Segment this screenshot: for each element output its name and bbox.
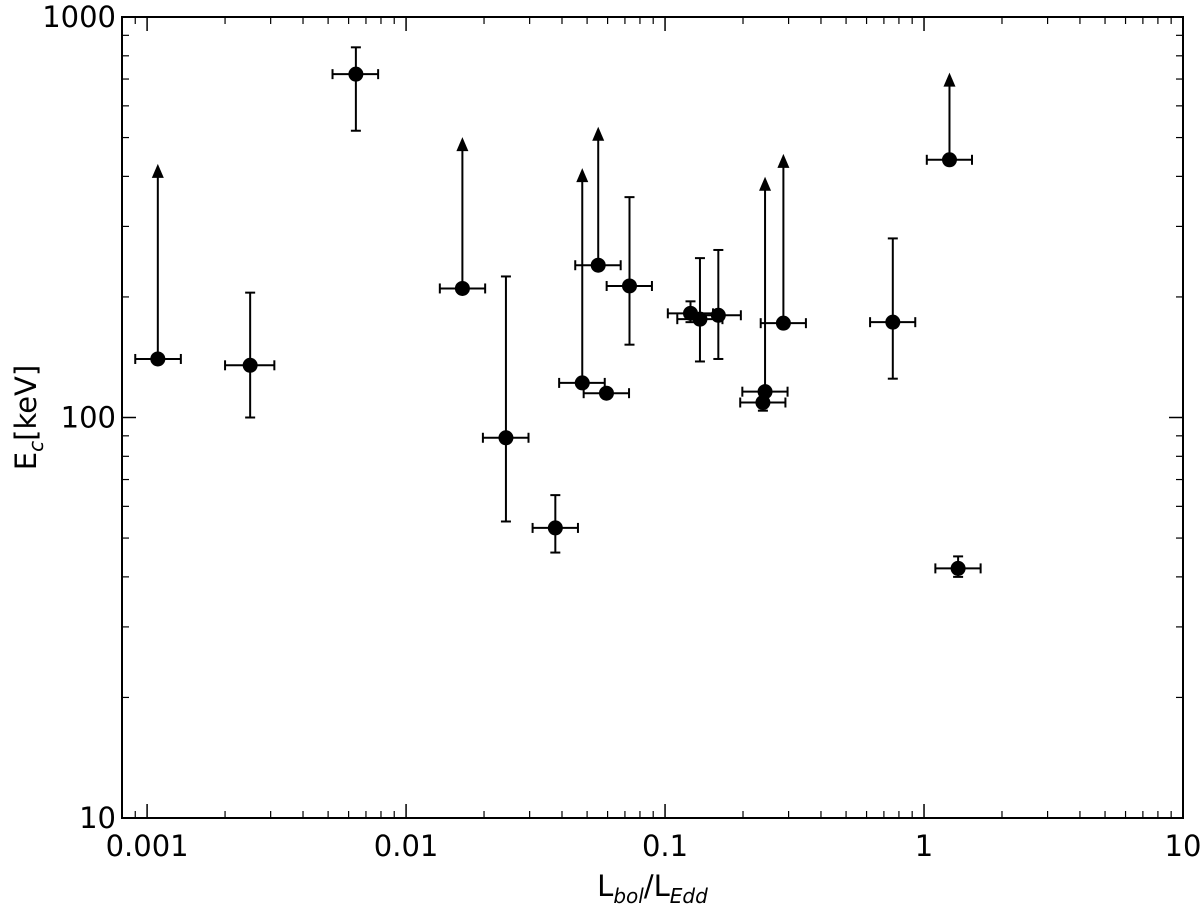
data-marker (574, 375, 590, 391)
y-label-sub: c (24, 441, 48, 452)
data-marker (348, 66, 364, 82)
data-point-6 (531, 494, 579, 554)
data-marker (941, 152, 957, 168)
y-axis-label: Ec[keV] (9, 365, 48, 470)
data-marker (757, 384, 773, 400)
data-point-2 (224, 291, 276, 419)
data-marker (598, 385, 614, 401)
x-label-sep: / (644, 869, 654, 903)
data-marker (710, 307, 726, 323)
plot-frame (121, 16, 1184, 819)
x-tick-label: 10 (1165, 829, 1200, 863)
data-marker (590, 257, 606, 273)
data-point-1 (134, 163, 182, 367)
data-point-9 (582, 385, 631, 401)
lower-limit-arrow (151, 163, 164, 178)
y-label-main: E (9, 452, 43, 470)
y-tick-label: 100 (61, 401, 116, 435)
x-label-main-2: L (654, 869, 670, 903)
data-point-15 (741, 176, 789, 400)
data-point-4 (438, 137, 487, 296)
lower-limit-arrow (943, 72, 956, 87)
data-marker (885, 314, 901, 330)
y-tick-label: 10 (79, 801, 116, 835)
data-marker (454, 280, 470, 296)
lower-limit-arrow (576, 168, 589, 183)
data-point-19 (934, 555, 982, 578)
data-point-18 (925, 72, 974, 168)
lower-limit-arrow (759, 176, 772, 191)
data-marker (547, 520, 563, 536)
data-point-3 (331, 46, 380, 132)
data-marks (134, 46, 982, 578)
y-tick-label: 1000 (42, 0, 116, 34)
x-tick-label: 0.01 (374, 829, 439, 863)
data-point-5 (481, 275, 530, 523)
data-point-8 (574, 126, 622, 273)
axis-ticks: 0.001 0.01 0.1 1 10 10 100 1000 (42, 0, 1200, 863)
x-label-sub-2: Edd (670, 884, 708, 908)
data-point-17 (869, 237, 917, 380)
data-marker (621, 278, 637, 294)
data-point-7 (558, 168, 606, 391)
lower-limit-arrow (777, 153, 790, 168)
data-point-10 (605, 196, 653, 346)
x-label-sub-1: bol (613, 884, 644, 908)
lower-limit-arrow (456, 137, 469, 152)
x-tick-label: 1 (915, 829, 933, 863)
y-label-rest: [keV] (9, 365, 43, 441)
data-marker (498, 430, 514, 446)
data-marker (242, 357, 258, 373)
data-marker (150, 351, 166, 367)
data-marker (950, 560, 966, 576)
data-point-13 (694, 248, 742, 360)
data-marker (775, 315, 791, 331)
lower-limit-arrow (592, 126, 605, 141)
x-tick-label: 0.001 (106, 829, 189, 863)
x-label-main-1: L (597, 869, 613, 903)
data-point-16 (759, 153, 807, 331)
x-tick-label: 0.1 (642, 829, 688, 863)
x-axis-label: Lbol/LEdd (597, 869, 708, 908)
